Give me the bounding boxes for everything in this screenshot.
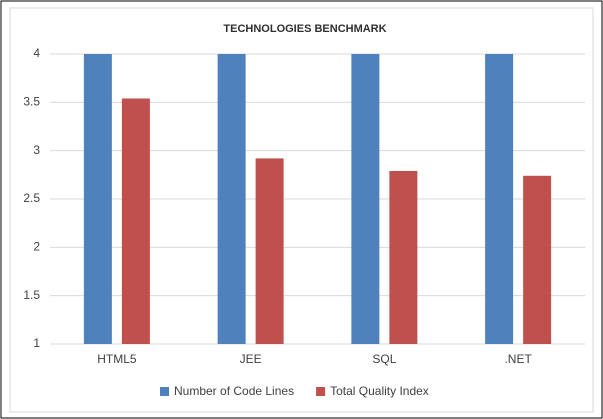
legend-label: Total Quality Index — [330, 384, 429, 398]
bar — [351, 54, 380, 344]
legend-label: Number of Code Lines — [174, 384, 294, 398]
y-tick-label: 2.5 — [23, 191, 40, 205]
y-tick-label: 3.5 — [23, 95, 40, 109]
y-tick-label: 1.5 — [23, 288, 40, 302]
bar — [485, 54, 514, 344]
y-tick-label: 4 — [33, 46, 40, 60]
chart-area-border — [9, 7, 594, 413]
bar — [389, 170, 418, 344]
chart-title: TECHNOLOGIES BENCHMARK — [223, 23, 386, 35]
x-tick-label: SQL — [372, 352, 396, 366]
x-tick-label: HTML5 — [97, 352, 137, 366]
bar — [523, 175, 552, 344]
y-tick-label: 2 — [33, 240, 40, 254]
bar — [121, 98, 150, 344]
legend-swatch — [160, 387, 169, 396]
bar — [217, 54, 246, 344]
bar — [83, 54, 112, 344]
bar — [255, 158, 284, 344]
y-tick-label: 1 — [33, 336, 40, 350]
x-tick-label: .NET — [504, 352, 532, 366]
x-tick-label: JEE — [240, 352, 262, 366]
legend-swatch — [316, 387, 326, 396]
y-tick-label: 3 — [33, 143, 40, 157]
